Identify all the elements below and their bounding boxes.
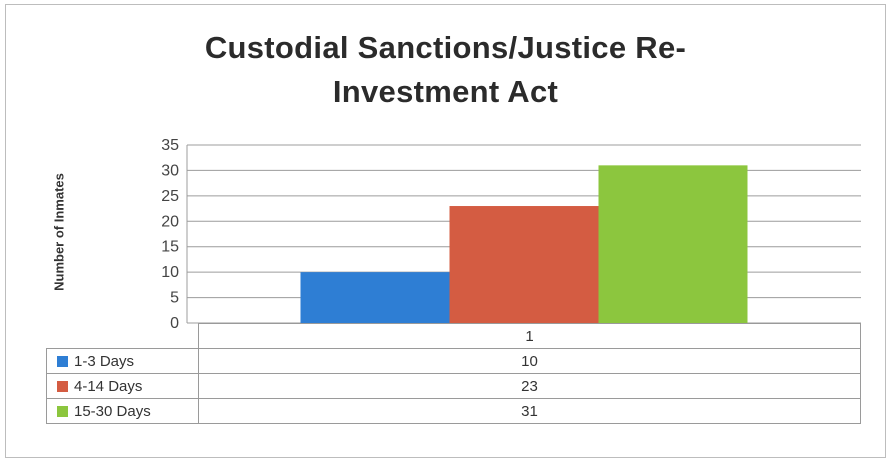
data-table-row: 4-14 Days 23 [46, 373, 861, 399]
legend-entry: 4-14 Days [46, 373, 199, 399]
y-tick-label: 30 [161, 162, 179, 179]
series-name: 4-14 Days [74, 377, 143, 395]
chart-title-line-2: Investment Act [332, 74, 559, 109]
y-tick-label: 35 [161, 137, 179, 154]
bar-1-3-days [300, 272, 450, 323]
chart-title-line-1: Custodial Sanctions/Justice Re- [204, 30, 687, 65]
chart-title: Custodial Sanctions/Justice Re- Investme… [0, 26, 891, 114]
series-name: 1-3 Days [74, 352, 135, 370]
legend-swatch [57, 405, 68, 417]
bar-4-14-days [449, 206, 599, 323]
y-tick-label: 5 [170, 290, 179, 307]
data-table-row: 15-30 Days 31 [46, 398, 861, 424]
y-tick-label: 10 [161, 264, 179, 281]
data-value: 10 [198, 348, 861, 374]
data-table-corner [46, 323, 199, 349]
category-label: 1 [198, 323, 861, 349]
y-tick-label: 20 [161, 213, 179, 230]
data-table-category-row: 1 [46, 323, 861, 349]
legend-swatch [57, 380, 68, 392]
data-table: 1 1-3 Days 10 4-14 Days 23 15-30 Days 31 [46, 323, 861, 424]
data-table-row: 1-3 Days 10 [46, 348, 861, 374]
series-name: 15-30 Days [74, 402, 151, 420]
bar-15-30-days [598, 165, 748, 323]
y-tick-label: 15 [161, 239, 179, 256]
legend-entry: 15-30 Days [46, 398, 199, 424]
legend-entry: 1-3 Days [46, 348, 199, 374]
legend-swatch [57, 355, 68, 367]
y-tick-label: 25 [161, 188, 179, 205]
data-value: 23 [198, 373, 861, 399]
data-value: 31 [198, 398, 861, 424]
